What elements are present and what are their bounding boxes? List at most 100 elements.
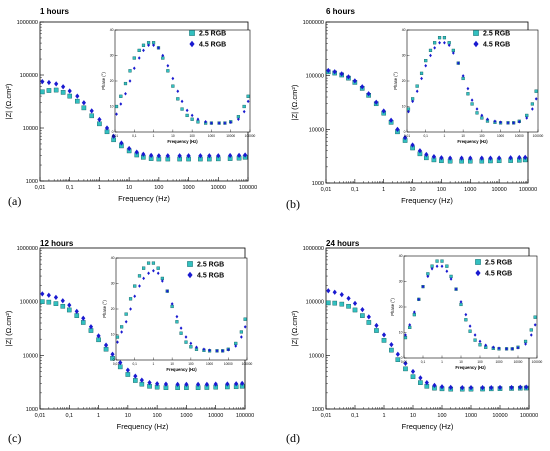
data-point	[60, 303, 66, 309]
data-point	[81, 105, 87, 111]
inset-data-point	[142, 266, 146, 270]
inset-data-point	[530, 107, 534, 111]
data-point	[488, 155, 493, 161]
inset-data-point	[115, 112, 118, 116]
y-tick-label: 100000	[20, 73, 38, 79]
inset-data-point	[221, 349, 225, 353]
inset-data-point	[179, 326, 183, 330]
phase-inset: 0,01 0,1 1 10 100 1000 10000 100000 0 10 20 30 40 Fre…	[390, 254, 543, 370]
inset-data-point	[412, 310, 416, 314]
data-point	[74, 313, 80, 318]
inset-data-point	[184, 340, 188, 344]
data-point	[60, 90, 66, 95]
inset-data-point	[190, 113, 194, 118]
data-point	[125, 367, 130, 373]
inset-y-tick-label: 30	[110, 54, 114, 58]
x-axis-label: Frequency (Hz)	[117, 422, 169, 431]
inset-x-tick-label: 1000	[495, 360, 502, 364]
inset-data-point	[517, 120, 521, 124]
inset-data-point	[138, 284, 141, 288]
inset-data-point	[217, 121, 221, 125]
inset-data-point	[516, 346, 520, 350]
inset-x-tick-label: 100000	[242, 362, 253, 366]
inset-y-axis-label: Phase (°)	[101, 72, 106, 90]
inset-data-point	[524, 342, 527, 346]
inset-data-point	[506, 121, 510, 125]
inset-data-point	[435, 264, 439, 268]
inset-y-tick-label: 20	[111, 307, 115, 311]
data-point	[417, 148, 423, 154]
inset-data-point	[468, 329, 472, 333]
data-point	[325, 300, 331, 306]
legend: 2.5 RGB 4.5 RGB	[189, 30, 226, 49]
inset-y-tick-label: 0	[401, 356, 403, 360]
inset-data-point	[132, 66, 136, 70]
inset-data-point	[195, 345, 198, 349]
inset-data-point	[246, 94, 250, 98]
inset-data-point	[420, 76, 423, 81]
legend-marker	[475, 259, 481, 265]
inset-y-axis-label: Phase (°)	[393, 72, 398, 90]
inset-y-tick-label: 30	[402, 54, 406, 58]
data-point	[198, 153, 203, 159]
data-point	[216, 153, 221, 159]
data-point	[46, 299, 52, 305]
inset-data-point	[530, 102, 534, 106]
inset-data-point	[180, 107, 184, 111]
inset-frame	[114, 29, 251, 133]
panel-letter: (c)	[8, 431, 21, 445]
inset-x-tick-label: 1000	[208, 134, 215, 138]
data-point	[468, 385, 474, 391]
data-point	[40, 78, 45, 85]
data-point	[97, 121, 102, 127]
inset-data-point	[190, 117, 194, 121]
inset-data-point	[151, 261, 156, 265]
y-tick-label: 1000	[26, 407, 38, 413]
inset-data-point	[142, 48, 145, 53]
data-point	[155, 381, 160, 387]
x-axis-label: Frequency (Hz)	[118, 194, 170, 203]
inset-x-tick-label: 10000	[226, 134, 235, 138]
inset-data-point	[226, 348, 230, 352]
inset-data-point	[229, 120, 233, 125]
inset-x-tick-label: 1000	[206, 362, 213, 366]
x-tick-label: 1	[382, 413, 385, 419]
inset-data-point	[165, 289, 169, 293]
data-point	[46, 79, 52, 86]
data-point	[346, 295, 351, 302]
inset-data-point	[133, 284, 137, 288]
inset-data-point	[486, 117, 489, 121]
data-point	[40, 291, 45, 297]
inset-data-point	[484, 343, 488, 347]
inset-data-point	[408, 323, 412, 327]
inset-x-tick-label: 100	[188, 362, 194, 366]
inset-data-point	[510, 347, 514, 351]
x-tick-label: 1000	[180, 413, 192, 419]
inset-x-axis-label: Frequency (Hz)	[167, 139, 198, 144]
data-point	[366, 320, 372, 325]
legend-marker	[473, 30, 479, 36]
data-point	[75, 93, 80, 99]
inset-data-point	[424, 59, 428, 63]
inset-y-tick-label: 20	[399, 305, 403, 309]
x-tick-label: 1	[98, 185, 101, 191]
x-tick-label: 100000	[239, 185, 257, 191]
inset-data-point	[116, 340, 119, 344]
inset-y-tick-label: 0	[404, 130, 406, 134]
data-point	[74, 308, 79, 314]
inset-x-tick-label: 0,1	[421, 360, 426, 364]
x-tick-label: 10	[125, 413, 131, 419]
inset-data-point	[473, 338, 477, 342]
inset-x-tick-label: 0,01	[404, 134, 410, 138]
data-point	[133, 378, 138, 383]
inset-y-tick-label: 40	[110, 28, 114, 32]
data-point	[88, 324, 94, 330]
y-tick-label: 1000	[312, 407, 324, 413]
inset-data-point	[404, 333, 407, 337]
inset-data-point	[120, 325, 124, 329]
inset-data-point	[128, 79, 132, 83]
legend-marker	[187, 271, 193, 279]
data-point	[213, 381, 218, 387]
data-point	[111, 133, 116, 139]
data-point	[149, 152, 154, 158]
